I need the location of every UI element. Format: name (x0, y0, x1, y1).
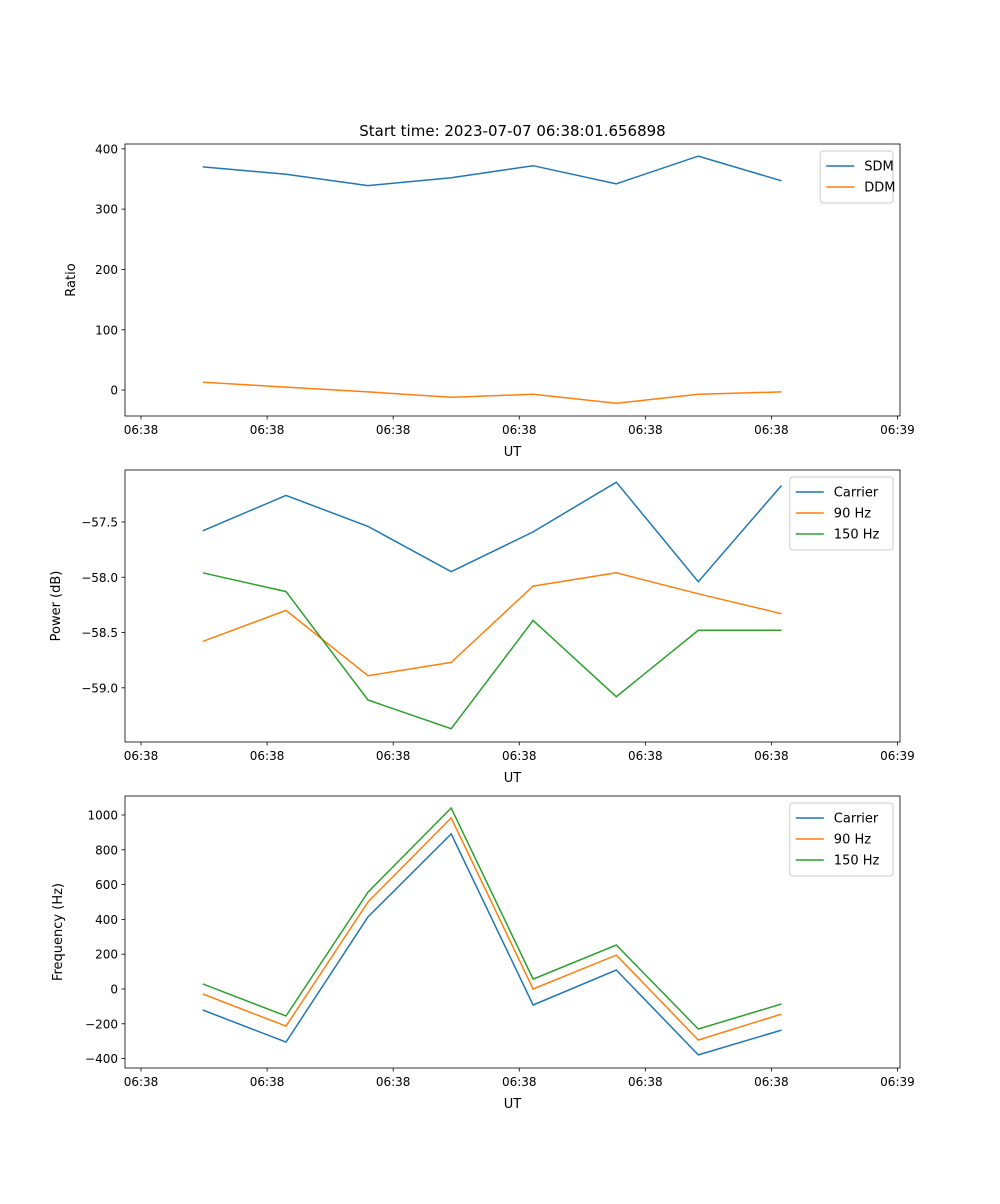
legend-box (789, 476, 894, 551)
x-tick-label: 06:39 (880, 1075, 915, 1089)
y-tick-label: −58.0 (81, 571, 118, 585)
series-line-sdm (202, 155, 782, 187)
legend-label: SDM (864, 160, 893, 175)
x-axis-label: UT (504, 771, 522, 786)
y-tick-label: −200 (85, 1017, 118, 1031)
series-line-90-hz (202, 572, 782, 677)
series-line-carrier (202, 832, 782, 1056)
x-tick-label: 06:38 (124, 423, 159, 437)
series-line-150-hz (202, 572, 782, 730)
x-tick-label: 06:38 (124, 749, 159, 763)
legend-label: DDM (864, 181, 895, 196)
y-tick-label: 400 (95, 913, 118, 927)
subplot-2: 06:38 06:38 06:38 06:38 06:38 06:38 06:39 −57.5… (49, 469, 915, 786)
x-tick-label: 06:38 (628, 1075, 663, 1089)
subplot-1: 06:38 06:38 06:38 06:38 06:38 06:38 06:39 0 100 2… (64, 142, 915, 460)
legend-label: Carrier (834, 812, 879, 827)
y-tick-label: 600 (95, 878, 118, 892)
y-axis-label: Power (dB) (49, 571, 64, 642)
y-axis-label: Frequency (Hz) (51, 883, 66, 981)
series-line-90-hz (202, 816, 782, 1041)
axes-frame (124, 469, 901, 743)
legend-box (819, 150, 894, 204)
legend: Carrier 90 Hz 150 Hz (789, 802, 894, 877)
x-tick-label: 06:38 (124, 1075, 159, 1089)
x-tick-label: 06:38 (754, 1075, 789, 1089)
x-tick-label: 06:38 (376, 423, 411, 437)
x-tick-label: 06:38 (502, 423, 537, 437)
y-tick-label: −59.0 (81, 681, 118, 695)
x-tick-label: 06:38 (754, 423, 789, 437)
legend-label: 150 Hz (834, 854, 880, 869)
legend: Carrier 90 Hz 150 Hz (789, 476, 894, 551)
legend-label: 150 Hz (834, 528, 880, 543)
x-axis-label: UT (504, 445, 522, 460)
y-tick-label: −400 (85, 1052, 118, 1066)
x-tick-label: 06:39 (880, 423, 915, 437)
x-tick-label: 06:38 (376, 749, 411, 763)
x-tick-label: 06:38 (250, 1075, 285, 1089)
y-tick-label: 300 (95, 203, 118, 217)
y-tick-label: 100 (95, 323, 118, 337)
y-tick-label: −57.5 (81, 515, 118, 529)
y-tick-label: 400 (95, 142, 118, 156)
y-tick-label: 800 (95, 843, 118, 857)
series-line-150-hz (202, 806, 782, 1030)
x-tick-label: 06:38 (250, 749, 285, 763)
axes-frame (124, 143, 901, 417)
x-tick-label: 06:38 (754, 749, 789, 763)
y-tick-label: 200 (95, 263, 118, 277)
legend-box (789, 802, 894, 877)
x-tick-label: 06:38 (628, 423, 663, 437)
y-tick-label: 0 (110, 384, 118, 398)
y-tick-label: 1000 (87, 808, 118, 822)
y-tick-label: 200 (95, 948, 118, 962)
axes-frame (124, 795, 901, 1069)
y-axis-label: Ratio (64, 263, 79, 296)
figure-title: Start time: 2023-07-07 06:38:01.656898 (359, 122, 665, 140)
legend-label: 90 Hz (834, 833, 871, 848)
x-axis-label: UT (504, 1097, 522, 1112)
series-line-carrier (202, 481, 783, 583)
subplot-3: 06:38 06:38 06:38 06:38 06:38 06:38 06:39 −400 −… (51, 795, 915, 1112)
series-line-ddm (202, 381, 782, 405)
x-tick-label: 06:38 (502, 749, 537, 763)
legend-label: 90 Hz (834, 507, 871, 522)
legend-label: Carrier (834, 486, 879, 501)
x-tick-label: 06:38 (502, 1075, 537, 1089)
x-tick-label: 06:38 (376, 1075, 411, 1089)
y-tick-label: 0 (110, 982, 118, 996)
x-tick-label: 06:38 (250, 423, 285, 437)
legend: SDM DDM (819, 150, 895, 204)
x-tick-label: 06:39 (880, 749, 915, 763)
y-tick-label: −58.5 (81, 626, 118, 640)
x-tick-label: 06:38 (628, 749, 663, 763)
